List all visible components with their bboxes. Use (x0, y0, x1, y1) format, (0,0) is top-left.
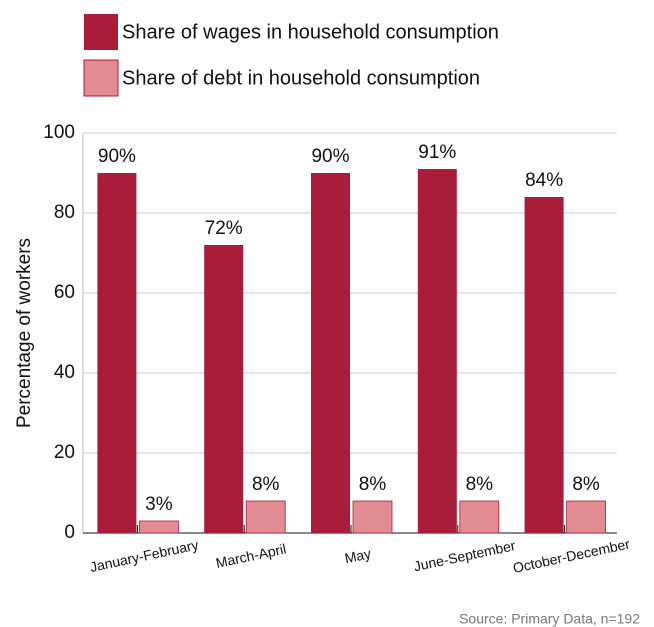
bar (138, 520, 179, 534)
data-label: 90% (98, 146, 136, 167)
source: Source: Primary Data, n=192 (459, 611, 640, 627)
data-label: 90% (311, 146, 349, 167)
data-label: 8% (572, 474, 600, 495)
x-tick-label: May (343, 545, 372, 566)
data-label: 91% (418, 142, 456, 163)
data-label: 72% (205, 218, 243, 239)
data-label: 8% (466, 474, 494, 495)
bar (566, 500, 606, 534)
bar (97, 173, 137, 533)
bar (204, 245, 244, 533)
legend-swatch (84, 14, 118, 50)
bar (417, 169, 457, 533)
y-tick-label: 80 (54, 202, 75, 223)
y-tick-label: 100 (43, 122, 75, 143)
bar (352, 500, 393, 534)
y-tick-label: 60 (54, 282, 75, 303)
legend-label: Share of wages in household consumption (122, 21, 499, 43)
bar (524, 197, 564, 533)
y-tick-label: 20 (54, 442, 75, 463)
x-tick-label: June-September (412, 537, 517, 574)
data-label: 8% (252, 474, 280, 495)
x-tick-label: October-December (511, 535, 631, 575)
legend-swatch (83, 59, 119, 97)
x-tick-label: March-April (214, 540, 287, 571)
bar (245, 500, 286, 534)
bar (459, 500, 500, 534)
y-tick-label: 0 (64, 522, 75, 543)
y-tick-label: 40 (54, 362, 75, 383)
data-label: 84% (525, 170, 563, 191)
data-label: 3% (145, 494, 173, 515)
data-label: 8% (359, 474, 387, 495)
x-tick-label: January-February (88, 536, 199, 575)
y-axis-label: Percentage of workers (14, 238, 35, 428)
bar (311, 173, 350, 533)
legend-label: Share of debt in household consumption (122, 67, 480, 89)
